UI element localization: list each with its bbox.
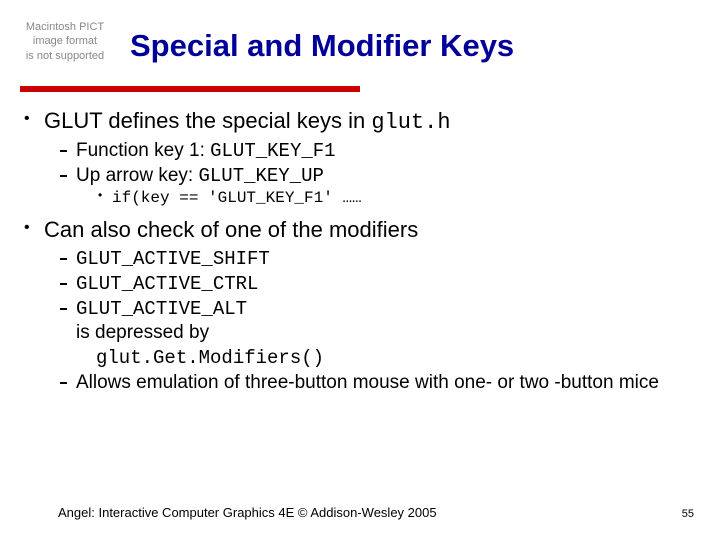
slide-content: GLUT defines the special keys in glut.h … — [20, 108, 700, 395]
text: Up arrow key: — [76, 165, 198, 186]
slide-title: Special and Modifier Keys — [130, 28, 514, 64]
sub-active-alt: GLUT_ACTIVE_ALT — [20, 297, 700, 322]
sub-active-shift: GLUT_ACTIVE_SHIFT — [20, 247, 700, 272]
code-alt: GLUT_ACTIVE_ALT — [76, 298, 247, 320]
sub-allows-emulation: Allows emulation of three-button mouse w… — [20, 371, 700, 396]
sub-up-arrow: Up arrow key: GLUT_KEY_UP — [20, 164, 700, 189]
sub-depressed-by: is depressed by — [20, 321, 700, 346]
pict-placeholder: Macintosh PICTimage formatis not support… — [20, 20, 110, 63]
code-key-f1: GLUT_KEY_F1 — [210, 140, 335, 162]
page-number: 55 — [682, 508, 694, 520]
bullet-glut-defines: GLUT defines the special keys in glut.h — [20, 108, 700, 135]
code-if-key: if(key == 'GLUT_KEY_F1' …… — [112, 189, 362, 207]
sub-getmodifiers: glut.Get.Modifiers() — [20, 346, 700, 371]
sub-active-ctrl: GLUT_ACTIVE_CTRL — [20, 272, 700, 297]
text: Function key 1: — [76, 140, 210, 161]
sub-function-key: Function key 1: GLUT_KEY_F1 — [20, 139, 700, 164]
title-underline — [20, 86, 360, 92]
footer-citation: Angel: Interactive Computer Graphics 4E … — [58, 505, 437, 520]
sub-if-key: if(key == 'GLUT_KEY_F1' …… — [20, 188, 700, 209]
bullet-can-also: Can also check of one of the modifiers — [20, 217, 700, 243]
code-shift: GLUT_ACTIVE_SHIFT — [76, 248, 270, 270]
code-getmodifiers: glut.Get.Modifiers() — [96, 347, 324, 369]
code-key-up: GLUT_KEY_UP — [198, 165, 323, 187]
code-glut-h: glut.h — [371, 110, 450, 135]
text: GLUT defines the special keys in — [44, 108, 371, 133]
code-ctrl: GLUT_ACTIVE_CTRL — [76, 273, 258, 295]
